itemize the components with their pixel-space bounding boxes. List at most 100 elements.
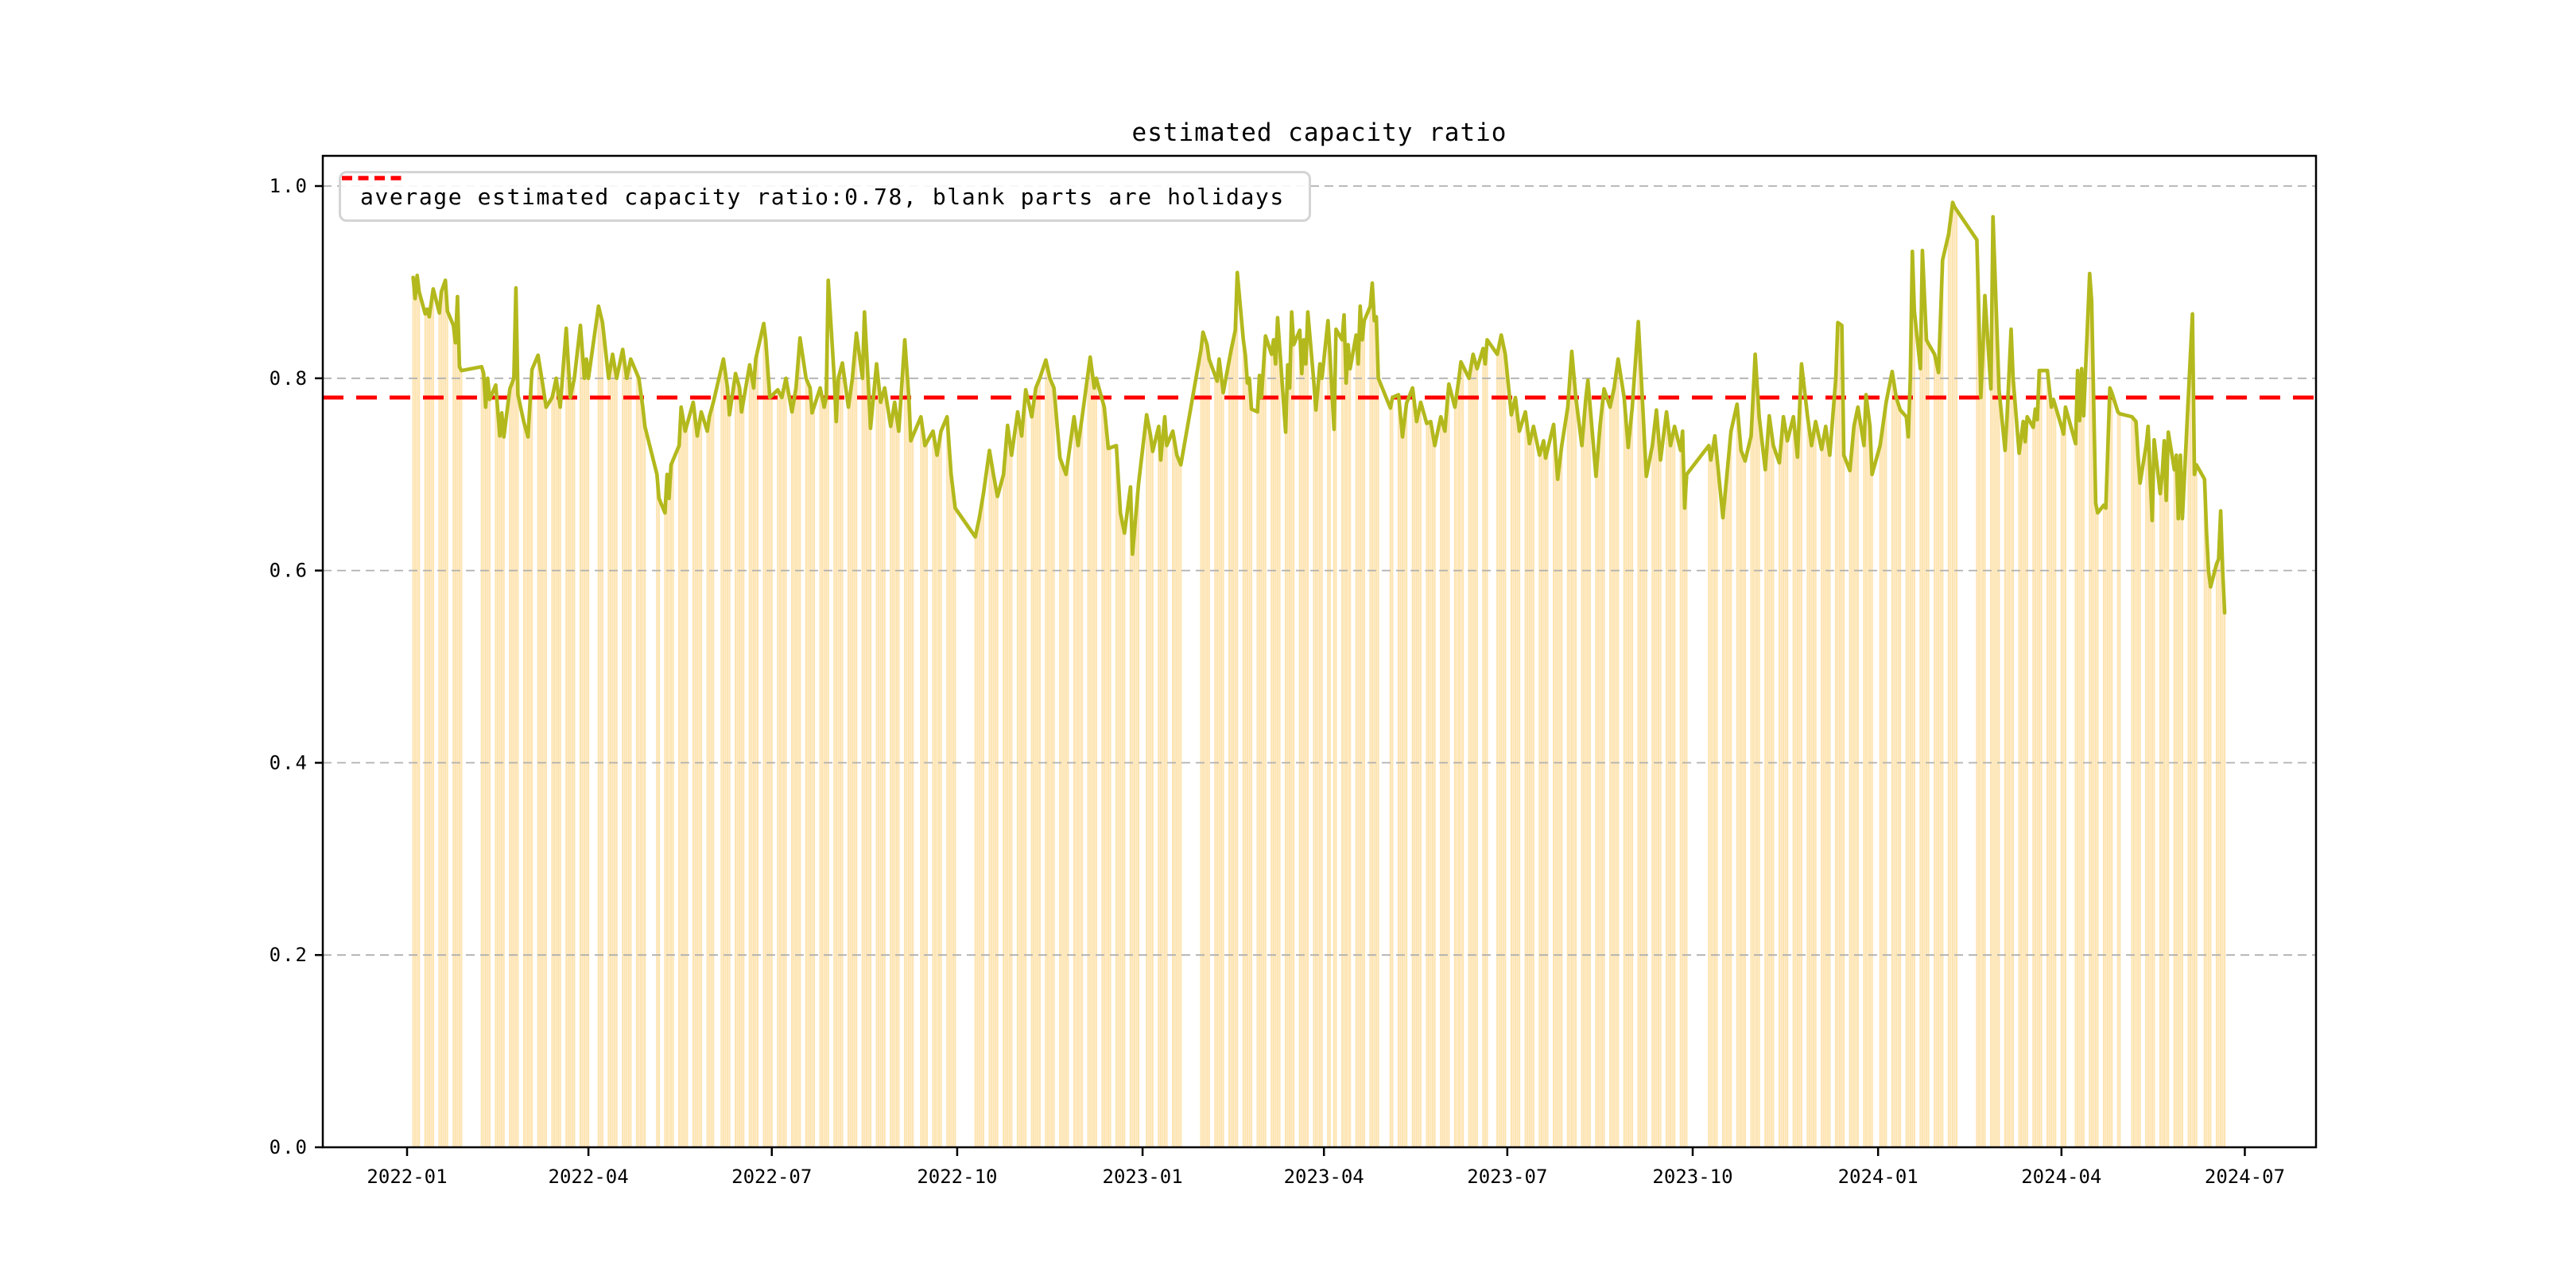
capacity-bar: [1123, 533, 1126, 1146]
capacity-bar: [700, 412, 703, 1146]
capacity-bar: [1202, 332, 1205, 1146]
capacity-bar: [1631, 407, 1634, 1146]
capacity-bar: [1037, 382, 1039, 1147]
capacity-bar: [1977, 312, 1980, 1147]
capacity-bar: [978, 518, 980, 1146]
capacity-bar: [2060, 426, 2062, 1146]
capacity-bar: [1214, 375, 1216, 1147]
capacity-bar: [1744, 460, 1747, 1146]
capacity-bar: [1782, 417, 1785, 1146]
capacity-bar: [1532, 426, 1534, 1146]
capacity-bar: [1065, 474, 1067, 1146]
capacity-bar: [1022, 413, 1025, 1146]
capacity-bar: [1403, 420, 1406, 1146]
capacity-bar: [639, 392, 642, 1146]
capacity-bar: [430, 302, 433, 1146]
y-tick-label: 0.2: [270, 944, 308, 966]
capacity-bar: [609, 366, 612, 1146]
capacity-ratio-line: [411, 200, 2227, 615]
capacity-bar: [1651, 445, 1654, 1146]
capacity-bar: [1335, 329, 1337, 1146]
capacity-bar: [1087, 371, 1089, 1146]
capacity-bar: [1611, 397, 1613, 1147]
capacity-bar: [710, 409, 712, 1146]
capacity-bar: [1502, 344, 1504, 1146]
capacity-bar: [1976, 239, 1978, 1147]
capacity-bar: [529, 403, 531, 1147]
capacity-bar: [1344, 382, 1348, 1147]
capacity-bar: [545, 407, 547, 1146]
capacity-bar: [579, 325, 582, 1146]
capacity-bar: [585, 359, 588, 1146]
capacity-bar: [1764, 469, 1767, 1146]
capacity-bar: [1949, 218, 1952, 1146]
capacity-bar: [668, 498, 670, 1146]
capacity-bar: [1375, 316, 1378, 1146]
capacity-bar: [1286, 364, 1289, 1146]
capacity-bar: [950, 474, 952, 1146]
capacity-bar: [748, 364, 751, 1146]
capacity-bar: [1709, 460, 1712, 1146]
capacity-bar: [1984, 295, 1986, 1147]
capacity-bar: [2187, 395, 2190, 1146]
capacity-bar: [496, 410, 499, 1146]
capacity-bar: [1484, 363, 1487, 1146]
capacity-bar: [1600, 407, 1604, 1146]
capacity-bar: [809, 387, 811, 1146]
capacity-bar: [2102, 505, 2105, 1146]
capacity-bar: [990, 462, 993, 1146]
capacity-bar: [1264, 336, 1267, 1147]
capacity-bar: [1206, 344, 1208, 1146]
capacity-bar: [793, 400, 795, 1146]
legend-label: average estimated capacity ratio:0.78, b…: [360, 183, 1285, 210]
capacity-bar: [980, 505, 983, 1146]
capacity-bar: [1415, 421, 1418, 1146]
capacity-bar: [1787, 440, 1789, 1146]
capacity-bar: [1050, 382, 1053, 1147]
capacity-bar: [682, 419, 685, 1146]
capacity-bar: [1867, 410, 1869, 1146]
capacity-bar: [1278, 346, 1281, 1147]
capacity-bar: [1077, 445, 1080, 1146]
capacity-bar: [2189, 355, 2192, 1146]
capacity-bar: [2036, 419, 2039, 1146]
capacity-bar: [2077, 370, 2079, 1146]
capacity-bar: [766, 368, 769, 1147]
capacity-bar: [1289, 387, 1291, 1146]
capacity-bar: [1738, 427, 1740, 1146]
capacity-bar: [2167, 432, 2170, 1146]
capacity-bar: [1686, 474, 1688, 1146]
capacity-bar: [1629, 427, 1631, 1146]
capacity-bar: [1147, 425, 1150, 1146]
capacity-bar: [1204, 338, 1206, 1146]
capacity-bar: [531, 369, 533, 1146]
capacity-bar: [867, 387, 870, 1146]
x-tick-label: 2022-07: [731, 1166, 812, 1188]
capacity-bar: [1020, 436, 1023, 1146]
capacity-bar: [720, 367, 723, 1146]
capacity-bar: [1792, 417, 1794, 1146]
capacity-bar: [2149, 474, 2151, 1146]
capacity-bar: [2163, 440, 2166, 1146]
capacity-bar: [769, 397, 771, 1147]
capacity-bar: [2191, 313, 2194, 1146]
capacity-bar: [879, 402, 882, 1146]
capacity-bar: [627, 368, 630, 1147]
capacity-bar: [1091, 372, 1093, 1146]
capacity-bar: [1208, 359, 1210, 1146]
capacity-bar: [1361, 339, 1364, 1146]
capacity-bar: [2040, 370, 2043, 1146]
capacity-bar: [1780, 440, 1783, 1146]
capacity-bar: [611, 354, 614, 1147]
capacity-bar: [567, 363, 569, 1147]
capacity-bar: [460, 370, 463, 1146]
capacity-bar: [517, 394, 519, 1147]
capacity-bar: [938, 443, 941, 1146]
capacity-bar: [692, 402, 694, 1146]
capacity-bar: [946, 417, 949, 1146]
capacity-bar: [1406, 403, 1408, 1147]
capacity-bar: [755, 359, 757, 1146]
capacity-bar: [1625, 422, 1627, 1146]
capacity-bar: [762, 323, 765, 1146]
capacity-bar: [1708, 445, 1710, 1146]
